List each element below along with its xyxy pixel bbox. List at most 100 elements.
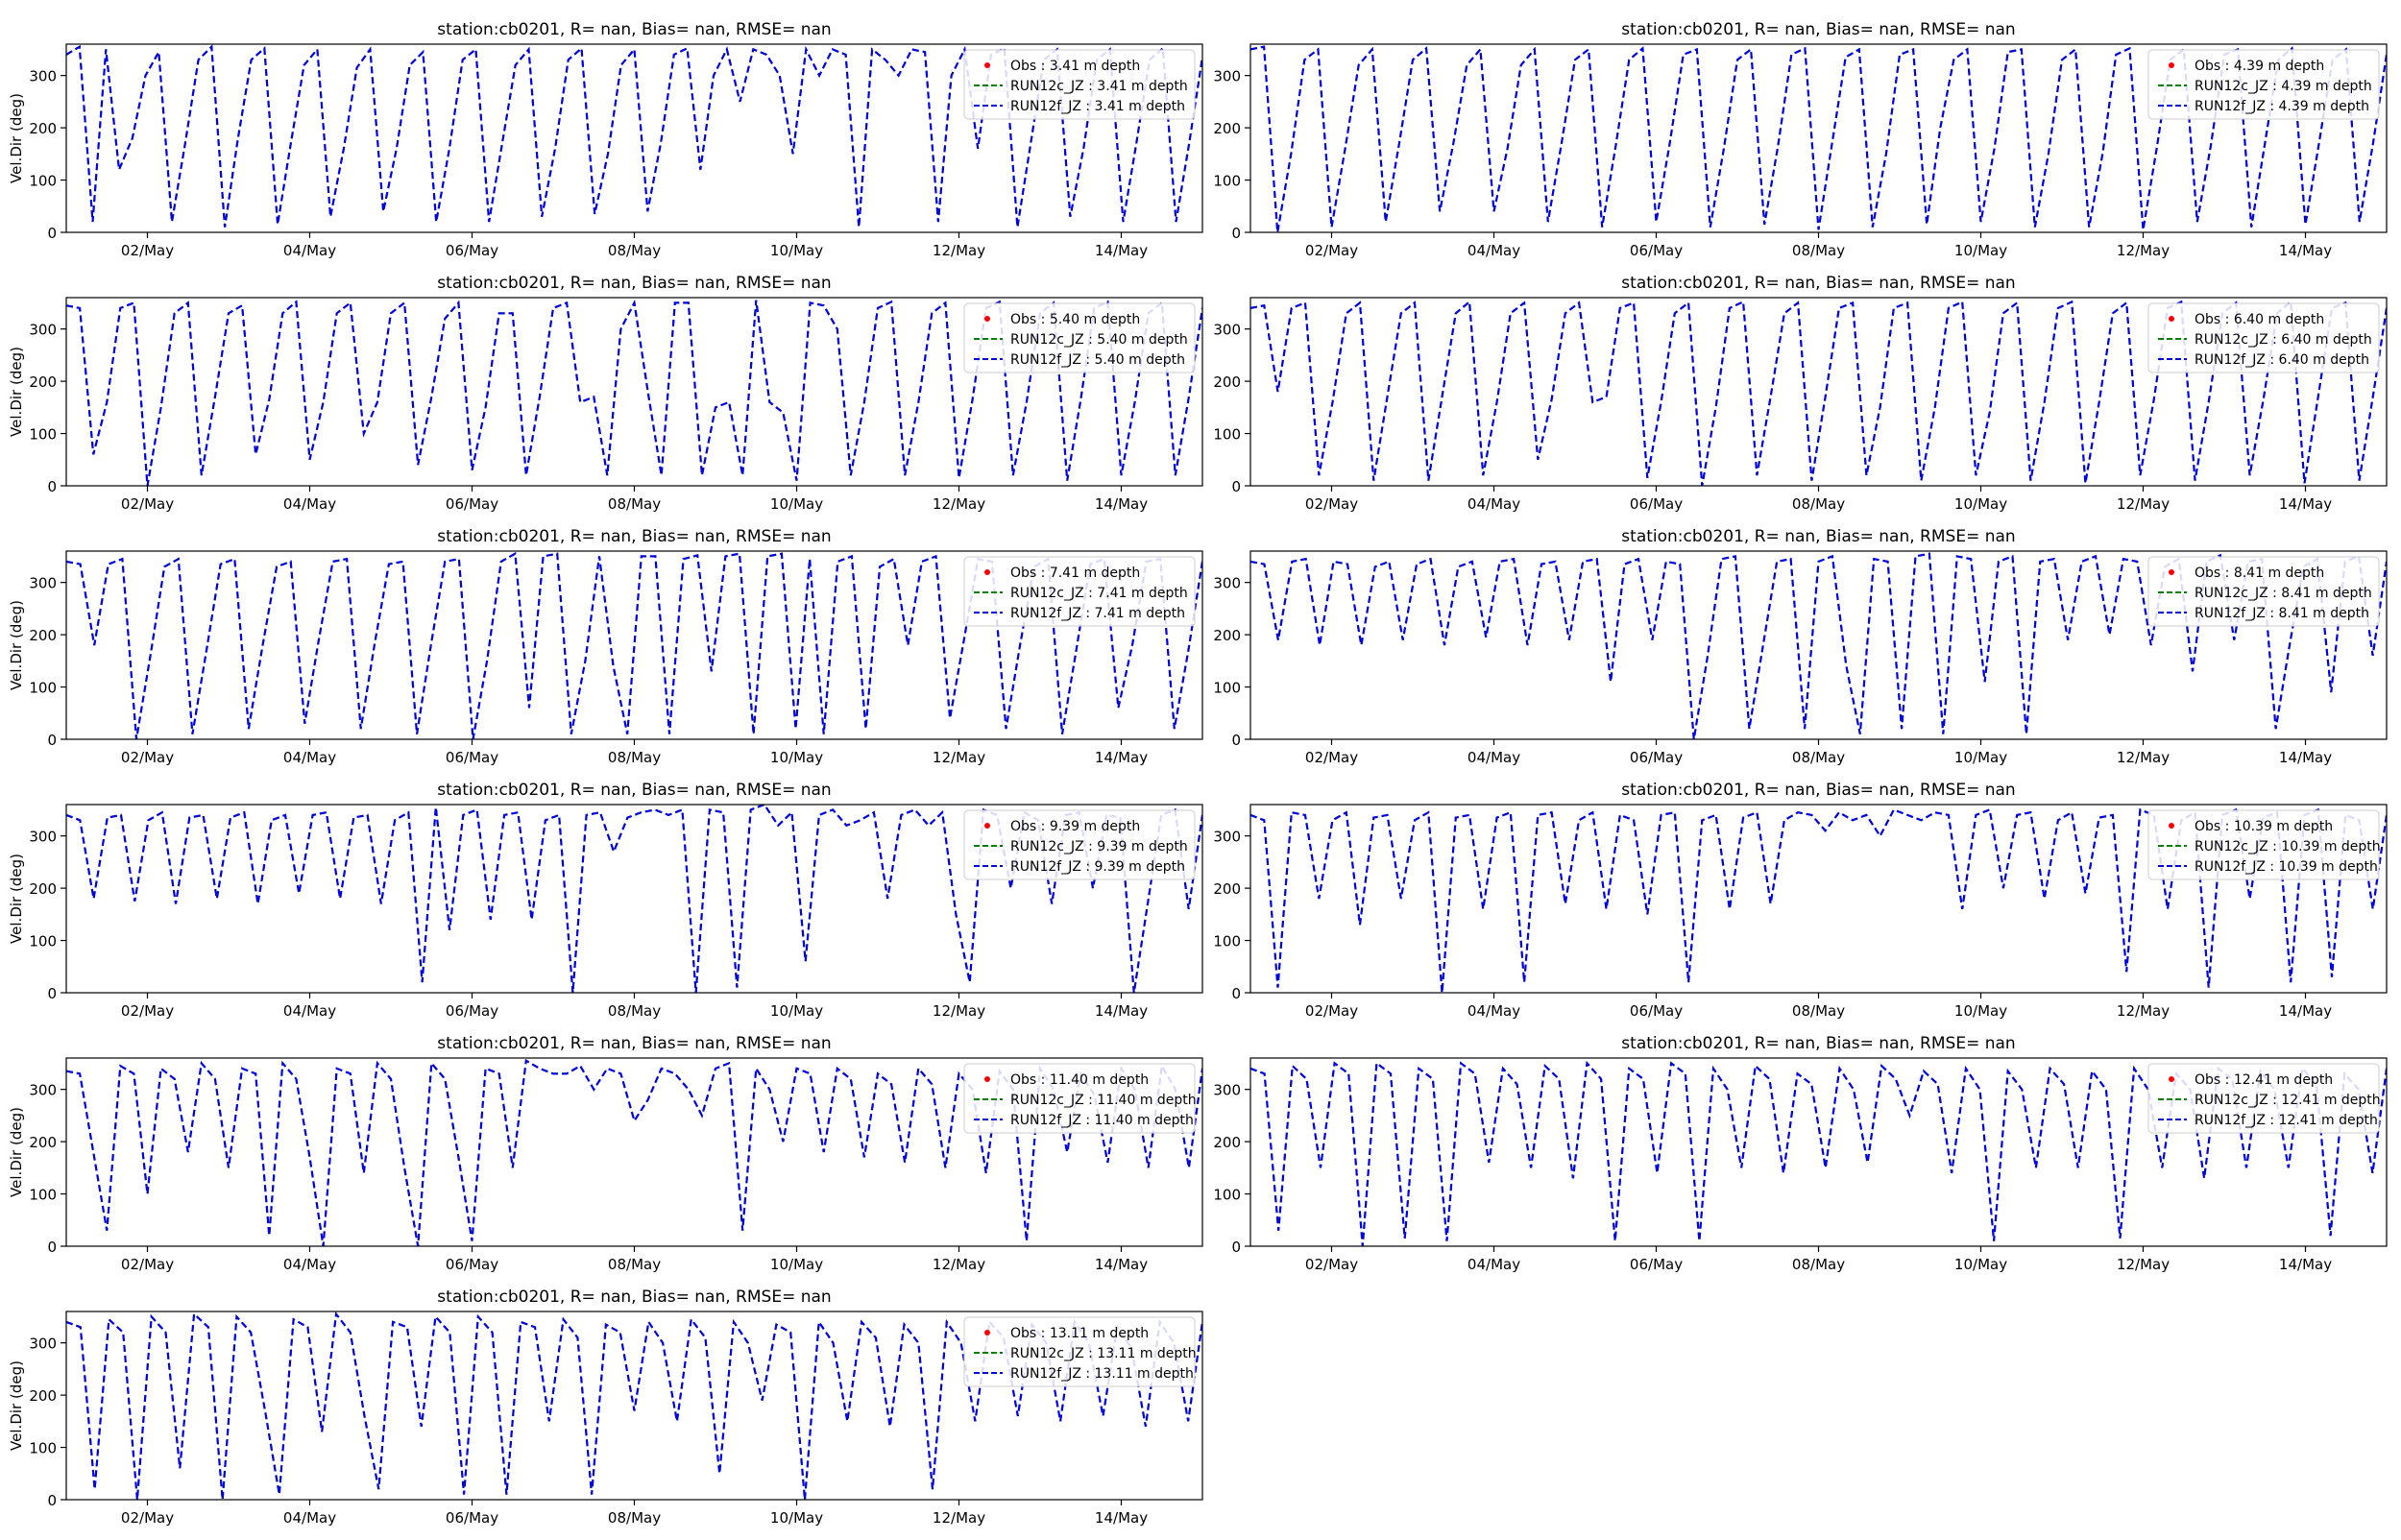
x-tick-label: 06/May xyxy=(446,749,498,766)
subplot-3: station:cb0201, R= nan, Bias= nan, RMSE=… xyxy=(8,274,1203,513)
y-tick-label: 100 xyxy=(29,426,57,444)
x-tick-label: 08/May xyxy=(1792,1002,1845,1020)
legend: Obs : 10.39 m depth RUN12c_JZ : 10.39 m d… xyxy=(2147,809,2381,880)
x-tick-label: 02/May xyxy=(121,749,174,766)
y-tick-label: 200 xyxy=(29,880,57,898)
legend-box xyxy=(963,1063,1196,1134)
y-tick-label: 0 xyxy=(1231,478,1241,495)
y-tick-label: 100 xyxy=(1213,1187,1241,1204)
y-tick-label: 200 xyxy=(29,1387,57,1405)
y-axis-label: Vel.Dir (deg) xyxy=(8,1360,25,1451)
x-tick-label: 08/May xyxy=(1792,495,1845,513)
series-line-run12f xyxy=(66,1311,1202,1500)
legend-entry-label: RUN12f_JZ : 4.39 m depth xyxy=(2195,99,2369,114)
legend-entry-label: Obs : 9.39 m depth xyxy=(1010,819,1140,834)
x-tick-label: 14/May xyxy=(1095,1509,1148,1527)
y-tick-label: 200 xyxy=(29,373,57,391)
legend-entry-label: RUN12c_JZ : 6.40 m depth xyxy=(2195,332,2372,348)
x-tick-label: 10/May xyxy=(770,495,823,513)
x-tick-label: 08/May xyxy=(1792,1256,1845,1273)
legend: Obs : 4.39 m depth RUN12c_JZ : 4.39 m dep… xyxy=(2147,49,2380,120)
x-tick-label: 14/May xyxy=(2279,242,2332,259)
subplot-10: station:cb0201, R= nan, Bias= nan, RMSE=… xyxy=(1213,1034,2388,1273)
y-tick-label: 300 xyxy=(1213,575,1241,592)
x-tick-label: 04/May xyxy=(1467,749,1520,766)
legend-entry-label: Obs : 8.41 m depth xyxy=(2195,565,2324,581)
legend-box xyxy=(963,1316,1196,1387)
x-tick-label: 04/May xyxy=(1467,242,1520,259)
y-tick-label: 0 xyxy=(1231,732,1241,749)
x-tick-label: 14/May xyxy=(2279,495,2332,513)
x-tick-label: 14/May xyxy=(2279,749,2332,766)
series-line-run12f xyxy=(66,44,1202,228)
subplot-title: station:cb0201, R= nan, Bias= nan, RMSE=… xyxy=(437,527,831,546)
x-tick-label: 02/May xyxy=(121,495,174,513)
y-tick-label: 100 xyxy=(1213,173,1241,190)
x-tick-label: 14/May xyxy=(2279,1256,2332,1273)
legend-entry-label: Obs : 6.40 m depth xyxy=(2195,312,2324,327)
x-tick-label: 12/May xyxy=(933,495,985,513)
series-line-run12f xyxy=(66,805,1202,993)
x-tick-label: 02/May xyxy=(1305,242,1358,259)
x-tick-label: 06/May xyxy=(446,1256,498,1273)
y-tick-label: 300 xyxy=(29,575,57,592)
series-line-run12f xyxy=(66,299,1202,486)
y-tick-label: 100 xyxy=(29,1440,57,1457)
y-tick-label: 200 xyxy=(29,120,57,137)
y-axis-label: Vel.Dir (deg) xyxy=(8,347,25,437)
x-tick-label: 12/May xyxy=(2117,242,2170,259)
y-tick-label: 0 xyxy=(47,1239,57,1256)
legend-entry-label: RUN12f_JZ : 3.41 m depth xyxy=(1010,99,1185,114)
x-tick-label: 02/May xyxy=(1305,495,1358,513)
legend-marker-obs xyxy=(984,316,990,322)
x-tick-label: 02/May xyxy=(121,1256,174,1273)
legend-entry-label: RUN12f_JZ : 8.41 m depth xyxy=(2195,606,2369,621)
legend-entry-label: RUN12c_JZ : 7.41 m depth xyxy=(1010,586,1188,601)
x-tick-label: 06/May xyxy=(446,242,498,259)
x-tick-label: 06/May xyxy=(1630,749,1683,766)
x-tick-label: 12/May xyxy=(933,242,985,259)
x-tick-label: 12/May xyxy=(2117,1256,2170,1273)
y-tick-label: 300 xyxy=(29,322,57,339)
x-tick-label: 08/May xyxy=(608,1256,661,1273)
legend: Obs : 7.41 m depth RUN12c_JZ : 7.41 m dep… xyxy=(963,556,1196,627)
x-tick-label: 12/May xyxy=(2117,1002,2170,1020)
subplot-title: station:cb0201, R= nan, Bias= nan, RMSE=… xyxy=(437,1287,831,1307)
legend-entry-label: Obs : 5.40 m depth xyxy=(1010,312,1140,327)
legend-entry-label: RUN12c_JZ : 4.39 m depth xyxy=(2195,79,2372,94)
y-tick-label: 100 xyxy=(29,680,57,697)
y-tick-label: 300 xyxy=(1213,829,1241,846)
x-tick-label: 06/May xyxy=(446,1509,498,1527)
y-tick-label: 300 xyxy=(1213,1082,1241,1099)
legend-entry-label: RUN12c_JZ : 12.41 m depth xyxy=(2195,1093,2381,1108)
x-tick-label: 10/May xyxy=(770,1509,823,1527)
x-tick-label: 10/May xyxy=(1954,1256,2007,1273)
subplot-4: station:cb0201, R= nan, Bias= nan, RMSE=… xyxy=(1213,274,2388,513)
x-tick-label: 10/May xyxy=(770,1002,823,1020)
legend: Obs : 11.40 m depth RUN12c_JZ : 11.40 m d… xyxy=(963,1063,1197,1134)
x-tick-label: 02/May xyxy=(121,1002,174,1020)
legend-entry-label: RUN12f_JZ : 10.39 m depth xyxy=(2195,859,2378,875)
legend-box xyxy=(2147,556,2380,627)
x-tick-label: 14/May xyxy=(2279,1002,2332,1020)
x-tick-label: 08/May xyxy=(1792,242,1845,259)
x-tick-label: 08/May xyxy=(1792,749,1845,766)
y-tick-label: 0 xyxy=(47,985,57,1002)
legend-marker-obs xyxy=(984,1330,990,1335)
x-tick-label: 06/May xyxy=(1630,1256,1683,1273)
subplot-8: station:cb0201, R= nan, Bias= nan, RMSE=… xyxy=(1213,781,2388,1020)
legend-marker-obs xyxy=(2169,1076,2174,1082)
legend-entry-label: RUN12f_JZ : 11.40 m depth xyxy=(1010,1113,1194,1128)
y-tick-label: 200 xyxy=(29,627,57,644)
y-axis-label: Vel.Dir (deg) xyxy=(8,1107,25,1197)
y-tick-label: 300 xyxy=(29,829,57,846)
legend: Obs : 3.41 m depth RUN12c_JZ : 3.41 m dep… xyxy=(963,49,1196,120)
x-tick-label: 02/May xyxy=(1305,1002,1358,1020)
legend-entry-label: RUN12f_JZ : 6.40 m depth xyxy=(2195,352,2369,368)
x-tick-label: 04/May xyxy=(1467,1002,1520,1020)
legend-entry-label: RUN12f_JZ : 13.11 m depth xyxy=(1010,1366,1194,1382)
y-tick-label: 200 xyxy=(1213,120,1241,137)
subplot-title: station:cb0201, R= nan, Bias= nan, RMSE=… xyxy=(437,1034,831,1053)
